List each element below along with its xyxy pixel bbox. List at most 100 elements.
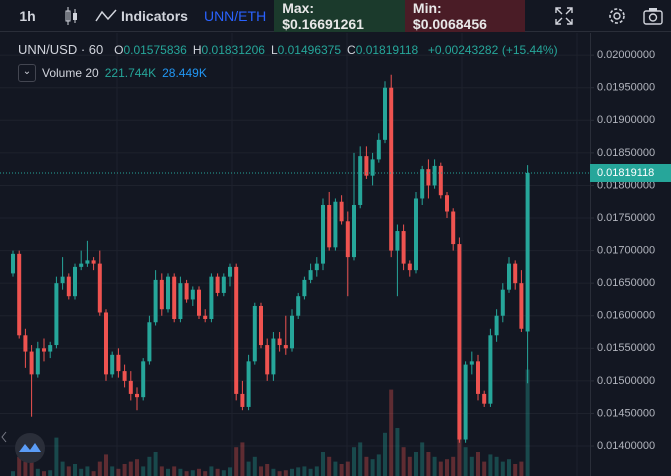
volume-bar xyxy=(54,437,59,476)
volume-bar xyxy=(482,461,487,476)
ohlc-key: O xyxy=(114,43,124,57)
volume-bar xyxy=(321,452,325,476)
collapse-arrow[interactable] xyxy=(1,431,7,443)
logo[interactable] xyxy=(15,433,45,463)
screenshot[interactable] xyxy=(635,0,671,32)
candle-body xyxy=(333,201,338,248)
y-tick-label: 0.01500000 xyxy=(597,375,655,387)
candle-body xyxy=(48,345,53,352)
pair[interactable]: UNN/ETH xyxy=(203,7,267,24)
volume-bar xyxy=(339,464,344,476)
volume-bar xyxy=(91,471,96,476)
candle-body xyxy=(209,276,214,319)
volume-bar xyxy=(221,470,226,476)
y-tick-label: 0.01850000 xyxy=(597,147,655,159)
change-pct: (+15.44%) xyxy=(501,43,558,57)
y-tick-label: 0.01750000 xyxy=(597,212,655,224)
volume-bar xyxy=(432,456,437,476)
candle-body xyxy=(85,260,90,264)
volume-bar xyxy=(228,467,232,476)
volume-bar xyxy=(153,452,158,476)
volume-bar xyxy=(17,456,22,476)
volume-bar xyxy=(29,452,34,476)
candle-body xyxy=(197,289,201,316)
candle-body xyxy=(364,156,369,176)
candle-body xyxy=(327,204,332,248)
candle-body xyxy=(259,305,263,346)
last-price-label: 0.01819118 xyxy=(597,167,654,179)
volume-bar xyxy=(110,466,115,476)
settings[interactable] xyxy=(599,0,635,32)
volume-bar xyxy=(327,456,332,476)
volume-bar xyxy=(79,468,84,476)
volume-last: 221.744K xyxy=(104,66,157,80)
logo-icon xyxy=(19,443,41,452)
volume-bar xyxy=(104,454,108,476)
volume-bar xyxy=(159,466,164,476)
candle-body xyxy=(476,361,480,394)
candle-body xyxy=(438,165,443,196)
interval[interactable]: 1h xyxy=(19,7,36,24)
volume-bar xyxy=(265,464,270,476)
candle-body xyxy=(513,263,518,284)
candle-body xyxy=(35,348,40,375)
volume-bar xyxy=(358,442,363,476)
candle-body xyxy=(432,165,437,186)
volume-bar xyxy=(296,467,301,476)
candle-body xyxy=(141,361,146,398)
candle-body xyxy=(457,244,462,440)
volume-bar xyxy=(513,464,518,476)
toolbar: 1h Indicators UNN/ETH Max: $0.16691261 M… xyxy=(0,0,671,32)
candle-body xyxy=(147,322,152,362)
candle-body xyxy=(122,371,127,381)
volume-bar xyxy=(469,456,474,476)
ohlc-value: 0.01819118 xyxy=(355,43,419,57)
candle-body xyxy=(283,345,288,349)
volume-bar xyxy=(445,459,449,476)
volume-bar xyxy=(42,471,46,476)
volume-bar xyxy=(116,468,121,476)
candle-body xyxy=(29,351,34,375)
candle-body xyxy=(463,364,468,440)
candle-body xyxy=(153,279,158,323)
fullscreen[interactable] xyxy=(547,0,581,32)
candle-body xyxy=(203,315,208,319)
volume-bar xyxy=(494,456,499,476)
volume-bar xyxy=(364,456,369,476)
volume-bar xyxy=(215,468,220,476)
indicators-label: Indicators xyxy=(121,7,188,24)
candle-body xyxy=(308,270,313,280)
volume-bar xyxy=(500,461,505,476)
volume-bar xyxy=(488,454,493,476)
indicators[interactable]: Indicators xyxy=(87,0,196,32)
candle-body xyxy=(128,380,133,394)
candle-body xyxy=(314,263,319,271)
collapse-button[interactable]: ⌄ xyxy=(18,64,36,82)
candle-body xyxy=(445,195,449,212)
volume-bar xyxy=(525,369,530,476)
volume-bar xyxy=(209,466,214,476)
candle-body xyxy=(271,338,276,375)
candle-body xyxy=(172,276,177,319)
volume-bar xyxy=(85,466,90,476)
chart-type[interactable] xyxy=(55,0,87,32)
candle-body xyxy=(494,315,499,336)
candle-body xyxy=(159,279,164,310)
candle-body xyxy=(500,289,505,316)
candle-body xyxy=(277,338,282,346)
candle-body xyxy=(290,315,294,349)
candle-body xyxy=(228,266,232,277)
candle-body xyxy=(469,361,474,365)
candle-body xyxy=(525,172,530,332)
candle-body xyxy=(352,204,356,258)
candle-body xyxy=(407,263,412,271)
candle-body xyxy=(246,361,251,407)
y-tick-label: 0.01900000 xyxy=(597,114,655,126)
volume-bar xyxy=(383,432,387,476)
gear-icon xyxy=(609,7,625,24)
candle-body xyxy=(395,231,400,251)
volume-bar xyxy=(246,461,251,476)
volume-bar xyxy=(190,470,195,476)
candle-body xyxy=(345,221,350,258)
